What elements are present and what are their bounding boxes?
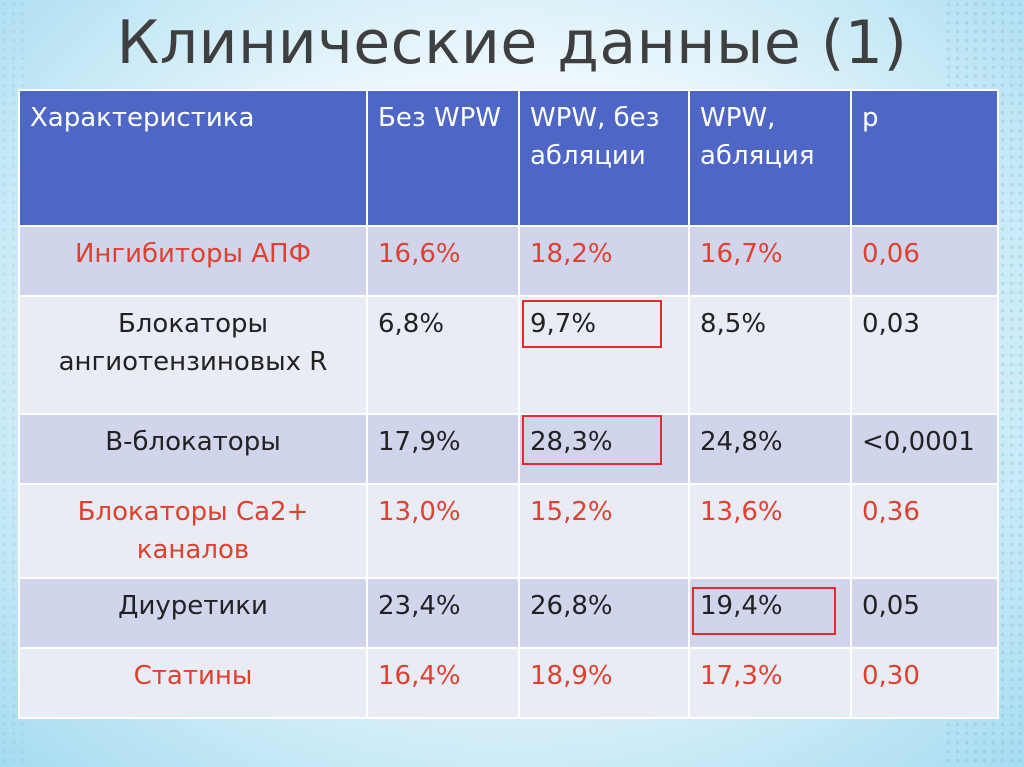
cell-no-wpw: 16,4%	[366, 647, 520, 719]
header-no-wpw: Без WPW	[366, 89, 520, 227]
row-label: Ингибиторы АПФ	[18, 225, 368, 297]
cell-wpw-no-ablation: 18,2%	[518, 225, 690, 297]
cell-wpw-ablation: 16,7%	[688, 225, 852, 297]
table-row: Ингибиторы АПФ 16,6% 18,2% 16,7% 0,06	[18, 225, 999, 297]
cell-value: 19,4%	[700, 591, 783, 621]
cell-p-value: 0,03	[850, 295, 999, 415]
cell-p-value: 0,05	[850, 577, 999, 649]
cell-wpw-ablation: 19,4%	[688, 577, 852, 649]
table-row: Диуретики 23,4% 26,8% 19,4% 0,05	[18, 577, 999, 649]
cell-wpw-ablation: 17,3%	[688, 647, 852, 719]
cell-wpw-no-ablation: 18,9%	[518, 647, 690, 719]
header-characteristic: Характеристика	[18, 89, 368, 227]
cell-wpw-ablation: 13,6%	[688, 483, 852, 579]
table-header-row: Характеристика Без WPW WPW, без абляции …	[18, 89, 999, 227]
cell-p-value: 0,30	[850, 647, 999, 719]
header-wpw-ablation: WPW, абляция	[688, 89, 852, 227]
cell-no-wpw: 6,8%	[366, 295, 520, 415]
cell-no-wpw: 16,6%	[366, 225, 520, 297]
table-row: Статины 16,4% 18,9% 17,3% 0,30	[18, 647, 999, 719]
cell-p-value: 0,06	[850, 225, 999, 297]
table-row: Блокаторы ангиотензиновых R 6,8% 9,7% 8,…	[18, 295, 999, 415]
cell-wpw-no-ablation: 26,8%	[518, 577, 690, 649]
row-label: В-блокаторы	[18, 413, 368, 485]
table-row: Блокаторы Са2+ каналов 13,0% 15,2% 13,6%…	[18, 483, 999, 579]
cell-value: 28,3%	[530, 427, 613, 457]
row-label: Статины	[18, 647, 368, 719]
header-p-value: p	[850, 89, 999, 227]
header-wpw-no-ablation: WPW, без абляции	[518, 89, 690, 227]
cell-value: 9,7%	[530, 309, 597, 339]
cell-wpw-no-ablation: 9,7%	[518, 295, 690, 415]
cell-wpw-no-ablation: 15,2%	[518, 483, 690, 579]
row-label: Блокаторы ангиотензиновых R	[18, 295, 368, 415]
table-row: В-блокаторы 17,9% 28,3% 24,8% <0,0001	[18, 413, 999, 485]
cell-no-wpw: 13,0%	[366, 483, 520, 579]
clinical-data-table: Характеристика Без WPW WPW, без абляции …	[18, 89, 999, 719]
cell-p-value: <0,0001	[850, 413, 999, 485]
cell-wpw-ablation: 24,8%	[688, 413, 852, 485]
row-label: Блокаторы Са2+ каналов	[18, 483, 368, 579]
cell-no-wpw: 23,4%	[366, 577, 520, 649]
row-label: Диуретики	[18, 577, 368, 649]
cell-wpw-no-ablation: 28,3%	[518, 413, 690, 485]
cell-p-value: 0,36	[850, 483, 999, 579]
slide-title: Клинические данные (1)	[116, 8, 908, 78]
cell-wpw-ablation: 8,5%	[688, 295, 852, 415]
cell-no-wpw: 17,9%	[366, 413, 520, 485]
